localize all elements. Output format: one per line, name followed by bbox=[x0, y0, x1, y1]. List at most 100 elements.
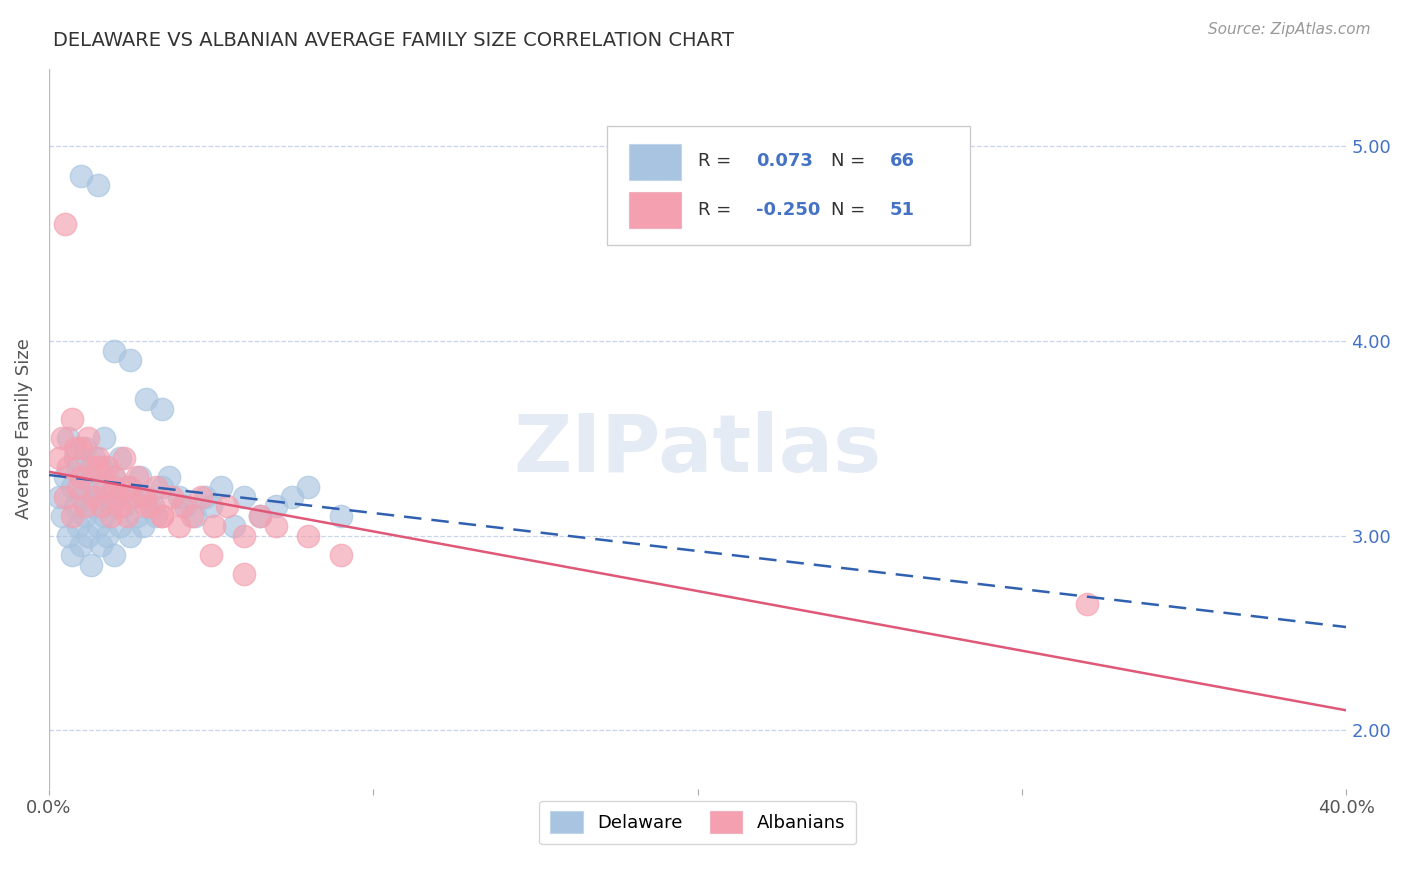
FancyBboxPatch shape bbox=[607, 126, 970, 245]
FancyBboxPatch shape bbox=[628, 145, 681, 180]
Point bbox=[110, 518, 132, 533]
Point bbox=[96, 490, 118, 504]
Point bbox=[145, 480, 167, 494]
Text: 51: 51 bbox=[890, 202, 915, 219]
Point bbox=[73, 509, 96, 524]
Point bbox=[51, 431, 73, 445]
Point bbox=[60, 480, 83, 494]
Point bbox=[90, 500, 112, 514]
Point bbox=[58, 460, 80, 475]
Point bbox=[120, 353, 142, 368]
Point bbox=[103, 470, 125, 484]
Point bbox=[103, 343, 125, 358]
Point bbox=[249, 509, 271, 524]
Point bbox=[120, 480, 142, 494]
Point bbox=[122, 490, 145, 504]
Point bbox=[53, 217, 76, 231]
Point bbox=[70, 441, 93, 455]
Point bbox=[103, 548, 125, 562]
Point bbox=[115, 480, 138, 494]
Point bbox=[77, 528, 100, 542]
Point bbox=[217, 500, 239, 514]
Point bbox=[232, 528, 254, 542]
Point bbox=[73, 441, 96, 455]
Text: 0.073: 0.073 bbox=[756, 153, 813, 170]
Point bbox=[190, 490, 212, 504]
Point bbox=[48, 490, 70, 504]
Point bbox=[60, 548, 83, 562]
Point bbox=[115, 509, 138, 524]
Point bbox=[90, 460, 112, 475]
Point bbox=[180, 509, 202, 524]
Point bbox=[160, 490, 183, 504]
Text: N =: N = bbox=[831, 153, 872, 170]
Point bbox=[100, 500, 122, 514]
Point bbox=[297, 480, 319, 494]
Point bbox=[105, 490, 128, 504]
Point bbox=[329, 548, 352, 562]
Point bbox=[297, 528, 319, 542]
Point bbox=[105, 490, 128, 504]
Point bbox=[63, 441, 86, 455]
Point bbox=[70, 169, 93, 183]
Point bbox=[200, 548, 222, 562]
Point bbox=[103, 470, 125, 484]
Point bbox=[167, 490, 190, 504]
Point bbox=[110, 500, 132, 514]
Point bbox=[184, 509, 207, 524]
Point bbox=[152, 480, 174, 494]
Point bbox=[63, 500, 86, 514]
Point bbox=[135, 490, 157, 504]
Point bbox=[132, 490, 155, 504]
Point bbox=[90, 538, 112, 552]
Point bbox=[103, 480, 125, 494]
Point bbox=[93, 509, 115, 524]
Point bbox=[209, 480, 232, 494]
Point bbox=[63, 450, 86, 465]
Point bbox=[194, 490, 217, 504]
Point bbox=[58, 528, 80, 542]
Point bbox=[112, 450, 135, 465]
Legend: Delaware, Albanians: Delaware, Albanians bbox=[540, 801, 856, 845]
Point bbox=[93, 480, 115, 494]
Point bbox=[70, 538, 93, 552]
Text: R =: R = bbox=[697, 153, 737, 170]
Point bbox=[132, 518, 155, 533]
Point bbox=[1076, 597, 1098, 611]
Point bbox=[202, 518, 225, 533]
Point bbox=[200, 500, 222, 514]
Point bbox=[83, 480, 105, 494]
Text: R =: R = bbox=[697, 202, 737, 219]
Point bbox=[86, 450, 108, 465]
Point bbox=[83, 490, 105, 504]
Point bbox=[135, 392, 157, 407]
Point bbox=[112, 500, 135, 514]
Point bbox=[53, 490, 76, 504]
Point bbox=[67, 518, 90, 533]
Point bbox=[53, 470, 76, 484]
Point bbox=[73, 500, 96, 514]
Point bbox=[60, 509, 83, 524]
Point bbox=[170, 500, 193, 514]
Point bbox=[128, 470, 150, 484]
Point bbox=[48, 450, 70, 465]
Point bbox=[152, 509, 174, 524]
Point bbox=[120, 528, 142, 542]
Point bbox=[58, 431, 80, 445]
Text: Source: ZipAtlas.com: Source: ZipAtlas.com bbox=[1208, 22, 1371, 37]
Point bbox=[232, 567, 254, 582]
Point bbox=[96, 528, 118, 542]
Point bbox=[86, 518, 108, 533]
Point bbox=[120, 490, 142, 504]
Point bbox=[83, 450, 105, 465]
Point bbox=[138, 500, 160, 514]
Point bbox=[110, 450, 132, 465]
Point bbox=[249, 509, 271, 524]
Point bbox=[77, 431, 100, 445]
Point bbox=[145, 509, 167, 524]
Text: -0.250: -0.250 bbox=[756, 202, 821, 219]
Point bbox=[86, 490, 108, 504]
Point bbox=[60, 412, 83, 426]
Point bbox=[152, 402, 174, 417]
Point bbox=[70, 470, 93, 484]
